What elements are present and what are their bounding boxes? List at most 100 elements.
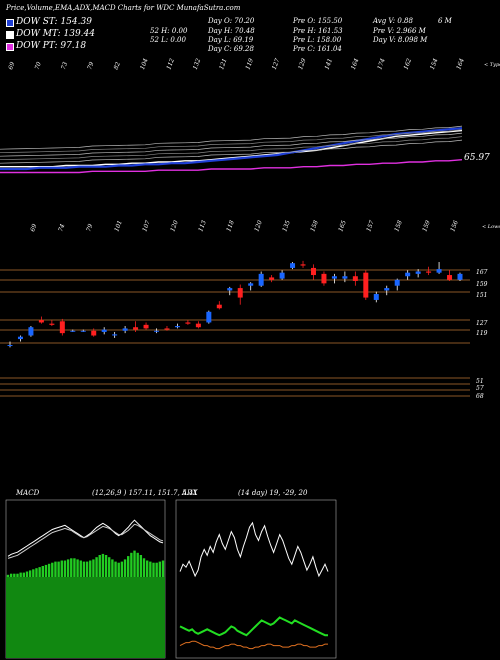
page-title: Price,Volume,EMA,ADX,MACD Charts for WDC… [6,4,241,12]
price-top-tick-label: 157 [365,219,376,232]
ema-top-tick-label: 162 [403,57,414,70]
candle-body [321,273,327,284]
ema-line-2 [0,159,463,174]
macd-histogram-bar [73,558,76,577]
ema-top-tick-label: 154 [429,57,440,70]
macd-histogram-bar [98,555,101,577]
stat-52-l: 52 L: 0.00 [150,36,186,44]
price-top-tick-label: 159 [421,219,432,232]
ema-top-tick-label: 164 [350,57,361,70]
macd-histogram-bar [108,557,111,577]
candle-body [405,272,411,277]
candle-body [290,263,296,268]
ema-top-tick-label: 132 [192,57,203,70]
price-top-tick-label: 135 [281,219,292,232]
candle-body [185,322,191,324]
price-y-label: 151 [476,292,487,299]
stat-pre-v: Pre V: 2.966 M [373,27,426,35]
macd-histogram-bar [152,562,155,577]
macd-histogram-bar [123,559,127,577]
candle-body [373,294,379,300]
candle-body [237,288,243,298]
ema-top-tick-label: 119 [244,57,255,70]
price-top-tick-label: 120 [169,219,180,232]
price-top-tick-label: 118 [225,219,236,232]
candle-body [49,323,55,325]
macd-histogram-bar [92,559,95,577]
candle-body [279,272,285,279]
macd-histogram-bar [16,573,19,577]
ema-aux-line [0,132,463,157]
price-top-tick-label: 120 [253,219,264,232]
ema-right-label: < Type [484,62,500,68]
macd-histogram-bar [76,559,79,577]
candle-body [59,321,65,334]
stat-pre-l: Pre L: 158.00 [293,36,342,44]
ema-top-tick-label: 112 [165,57,176,70]
candle-body [269,277,275,280]
candle-body [394,279,400,286]
candle-body [227,288,233,291]
macd-histogram-bar [25,571,29,577]
ema-top-tick-label: 127 [271,57,282,70]
stat-avg-v-extra: 6 M [438,17,452,25]
candle-body [143,324,149,329]
macd-histogram-bar [9,573,13,577]
ema-line-1 [0,127,463,171]
macd-histogram-bar [66,559,70,577]
candle-body [415,271,421,274]
ema-top-tick-label: 70 [34,61,43,71]
macd-histogram-bar [158,561,162,577]
price-top-tick-label: 74 [57,223,66,233]
candle-body [112,334,118,336]
ema-top-tick-label: 164 [455,57,466,70]
macd-histogram-bar [142,558,146,577]
stat-avg-v: Avg V: 0.88 [373,17,413,25]
macd-histogram-bar [47,563,51,577]
price-top-tick-label: 69 [29,223,38,233]
macd-histogram-bar [117,562,120,577]
macd-histogram-bar [32,569,35,577]
candle-body [447,275,453,280]
candle-body [258,273,264,286]
ema-top-tick-label: 121 [218,58,228,71]
candle-body [80,330,86,332]
macd-histogram-bar [19,572,22,577]
candle-body [101,329,107,332]
macd-histogram-bar [114,561,117,577]
macd-histogram-bar [35,568,38,577]
candle-body [70,330,76,332]
candle-body [363,272,369,298]
candle-body [195,323,201,328]
candle-body [174,326,180,328]
macd-histogram-bar [79,560,82,577]
macd-histogram-bar [28,570,32,577]
price-top-tick-label: 156 [449,219,460,232]
macd-histogram-bar [101,553,105,577]
ema-aux-line [0,136,463,161]
legend-dow-pt: DOW PT: 97.18 [16,41,87,51]
ema-top-tick-label: 129 [297,57,308,70]
candle-body [91,330,97,336]
candle-body [28,327,34,336]
legend-dow-st: DOW ST: 154.39 [16,17,92,27]
stat-pre-c: Pre C: 161.04 [293,45,342,53]
candle-body [426,271,432,273]
stat-52-h: 52 H: 0.00 [150,27,188,35]
macd-histogram-bar [13,573,16,577]
macd-histogram-bar [63,560,67,577]
macd-histogram-bar [104,555,108,577]
adx-line-1 [179,616,328,637]
price-y-label: 68 [476,393,484,400]
macd-params: (12,26,9 ) 157.11, 151.7, 5.41 [92,489,198,497]
macd-histogram-bar [6,574,10,577]
candle-body [164,328,170,330]
stat-pre-h: Pre H: 161.53 [293,27,343,35]
ema-top-tick-label: 82 [113,61,122,71]
stat-day-v: Day V: 8.098 M [373,36,428,44]
price-top-tick-label: 79 [85,223,94,233]
macd-histogram-bar [127,556,130,577]
adx-line-2 [179,640,328,650]
macd-histogram-bar [130,552,133,577]
price-top-tick-label: 101 [113,220,123,233]
